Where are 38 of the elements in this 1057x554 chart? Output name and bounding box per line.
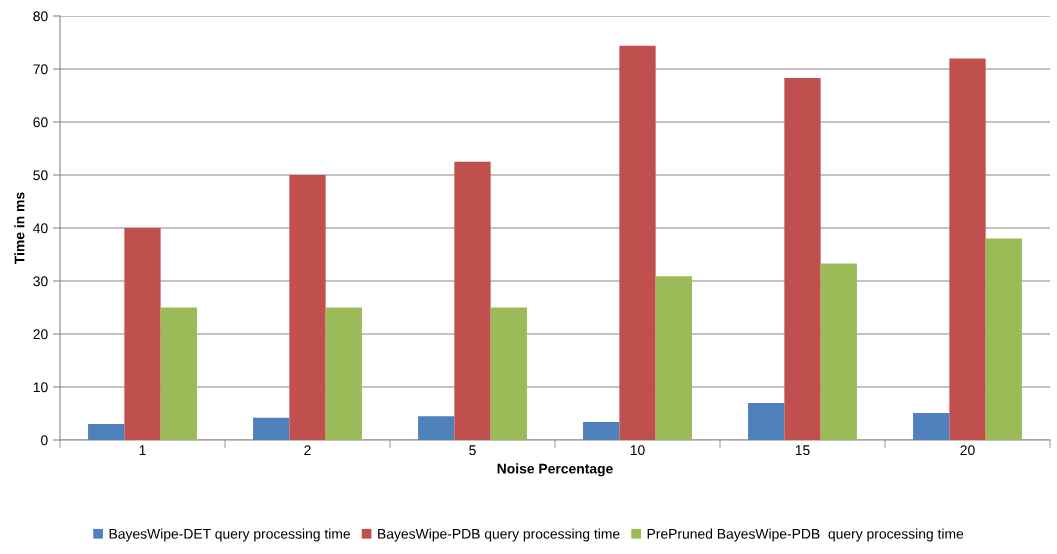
bar — [820, 263, 857, 440]
legend-label: BayesWipe-DET query processing time — [109, 528, 351, 542]
legend-label: BayesWipe-PDB query processing time — [378, 528, 620, 542]
x-tick-label: 1 — [139, 445, 146, 455]
y-axis-title: Time in ms — [14, 192, 25, 264]
x-tick-label: 5 — [469, 445, 476, 456]
bar — [418, 416, 455, 440]
bar — [985, 238, 1022, 440]
bar — [325, 307, 362, 440]
x-tick-label: 2 — [304, 445, 311, 455]
bar — [490, 307, 527, 440]
y-tick-label: 60 — [33, 117, 48, 128]
x-tick-label: 15 — [795, 445, 810, 456]
x-axis-title: Noise Percentage — [497, 463, 613, 477]
y-tick-label: 30 — [33, 276, 48, 287]
y-tick-label: 50 — [33, 170, 48, 181]
bar — [160, 307, 197, 440]
bar — [784, 78, 821, 440]
bar — [253, 417, 290, 440]
bar — [454, 161, 491, 440]
bar — [619, 45, 656, 440]
bar — [583, 421, 620, 440]
y-tick-label: 10 — [33, 382, 48, 393]
x-tick-label: 20 — [960, 445, 975, 456]
x-tick-label: 10 — [630, 445, 645, 456]
bar — [748, 402, 785, 440]
legend-label: PrePruned BayesWipe-PDB query processing time — [647, 528, 964, 542]
bar — [655, 276, 692, 440]
bar — [913, 412, 950, 440]
bar — [124, 228, 161, 440]
bar — [88, 424, 125, 440]
y-tick-label: 70 — [33, 64, 48, 75]
y-tick-label: 0 — [41, 435, 48, 446]
y-tick-label: 40 — [33, 223, 48, 234]
bar — [289, 175, 326, 440]
y-tick-label: 80 — [33, 11, 48, 22]
bar — [949, 58, 986, 440]
y-tick-label: 20 — [33, 329, 48, 340]
